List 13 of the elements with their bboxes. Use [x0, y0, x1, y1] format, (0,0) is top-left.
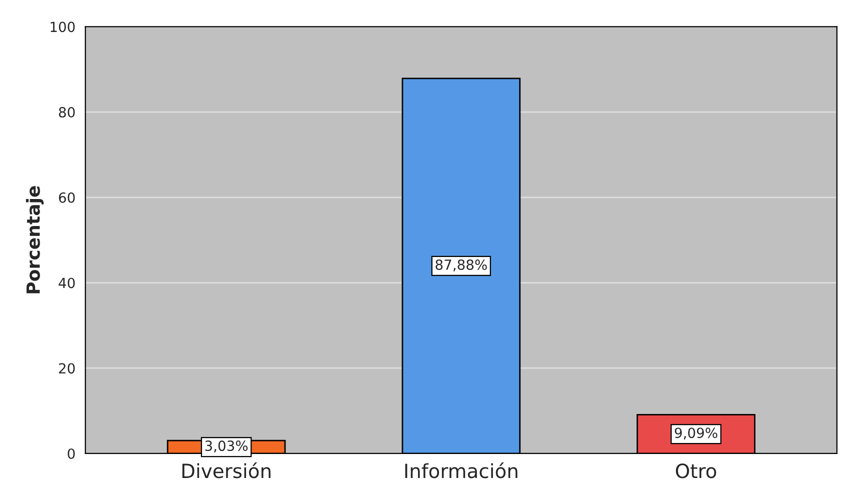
y-tick-label: 0: [68, 448, 75, 459]
y-tick-label: 40: [58, 278, 75, 288]
y-tick-label: 20: [59, 363, 75, 374]
y-tick-label: 80: [58, 107, 75, 118]
y-tick-label: 100: [50, 22, 75, 32]
x-tick-label: Diversión: [182, 462, 270, 478]
y-axis-title: Porcentaje: [26, 186, 44, 294]
x-tick-label: Información: [405, 462, 518, 478]
data-label: 9,09%: [674, 428, 718, 440]
data-label: 87,88%: [436, 259, 487, 272]
data-label: 3,03%: [205, 440, 248, 452]
x-tick-label: Otro: [676, 464, 716, 478]
y-tick-label: 60: [58, 192, 75, 203]
